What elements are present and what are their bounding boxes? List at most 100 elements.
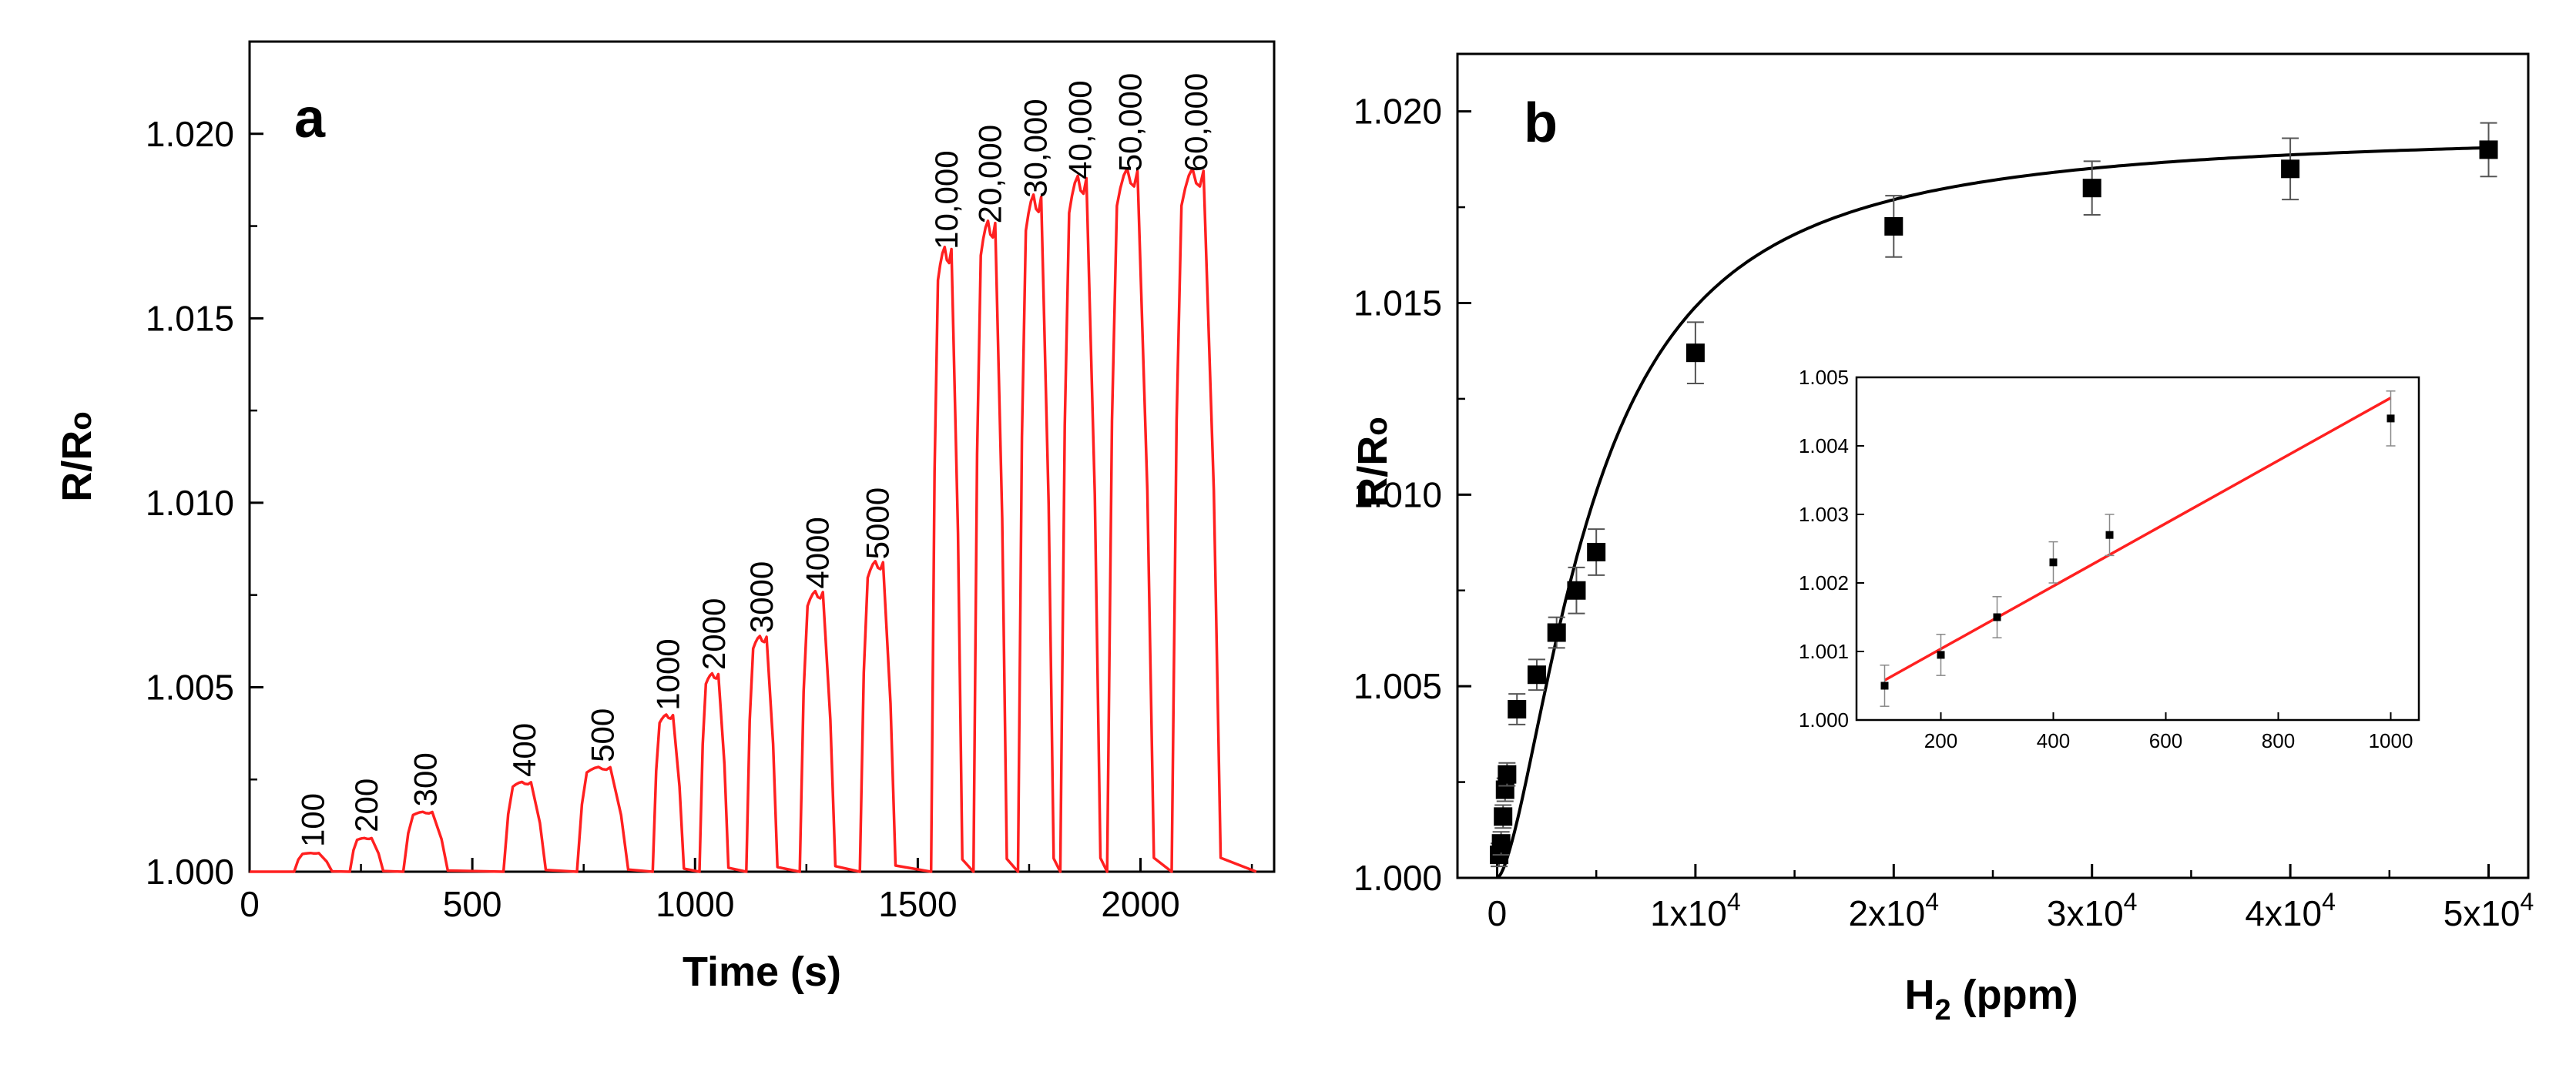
chart-b-data-point xyxy=(1587,542,1606,561)
chart-a-line xyxy=(250,167,1257,873)
chart-b-inset-fit xyxy=(1883,397,2392,682)
chart-a-x-axis-title: Time (s) xyxy=(683,949,841,995)
chart-b-inset-fit-line xyxy=(1883,397,2392,682)
chart-b-inset-x-tick-label: 600 xyxy=(2149,729,2182,752)
chart-b-y-tick-label: 1.000 xyxy=(1353,858,1442,898)
chart-a-y-axis-title-sub: o xyxy=(64,411,98,430)
chart-a-panel-letter: a xyxy=(294,88,326,149)
chart-a-y-tick-label: 1.000 xyxy=(146,852,234,892)
chart-b-x-tick-base: 0 xyxy=(1488,893,1508,933)
chart-b-inset-x-tick-label: 400 xyxy=(2037,729,2070,752)
chart-b-inset-series xyxy=(1880,390,2396,707)
chart-a-x-tick-label: 500 xyxy=(443,884,502,924)
chart-b-inset-y-axis: 1.000 1.001 1.002 1.003 1.004 1.005 xyxy=(1799,366,1864,732)
chart-b-x-tick-base: 1x10 xyxy=(1650,893,1727,933)
chart-b-x-tick-label: 3x104 xyxy=(2047,888,2138,933)
chart-a-data-label: 40,000 xyxy=(1062,80,1098,179)
chart-a: 1.000 1.005 1.010 1.015 1.020 0 500 1000 1500 20… xyxy=(54,40,1276,995)
chart-b-inset-y-tick-label: 1.005 xyxy=(1799,366,1849,389)
chart-a-x-tick-label: 1500 xyxy=(878,884,957,924)
chart-b-inset-data-point xyxy=(1937,651,1945,659)
chart-a-data-label: 2000 xyxy=(696,598,732,670)
chart-a-y-tick-label: 1.005 xyxy=(146,667,234,707)
chart-b-y-axis-title-sub: o xyxy=(1360,417,1394,435)
chart-b-inset-data-point xyxy=(1993,613,2001,621)
chart-a-y-axis: 1.000 1.005 1.010 1.015 1.020 xyxy=(146,114,263,892)
chart-b-x-tick-label: 5x104 xyxy=(2444,888,2534,933)
chart-a-data-label: 60,000 xyxy=(1178,73,1214,172)
chart-a-y-axis-title-main: R/R xyxy=(54,430,100,502)
chart-b-data-point xyxy=(2479,140,2498,159)
chart-b-x-tick-exponent: 4 xyxy=(2322,888,2336,916)
chart-b-x-axis-title: H2 (ppm) xyxy=(1904,972,2078,1026)
chart-b-y-tick-label: 1.010 xyxy=(1353,474,1442,514)
chart-a-y-tick-label: 1.020 xyxy=(146,114,234,154)
chart-b-inset-data-point xyxy=(1880,682,1889,690)
chart-a-data-label: 300 xyxy=(407,752,443,806)
chart-a-y-axis-title: R/Ro xyxy=(54,411,100,501)
chart-b-data-point xyxy=(1494,807,1513,826)
chart-b-data-point xyxy=(1685,343,1705,363)
chart-b-x-tick-exponent: 4 xyxy=(2520,888,2534,916)
chart-b-data-point xyxy=(1527,665,1546,685)
chart-a-y-tick-label: 1.015 xyxy=(146,298,234,338)
chart-b-inset-y-tick-label: 1.004 xyxy=(1799,434,1849,457)
chart-a-peak-labels: 100 200 300 400 500 1000 2000 3000 4000 5000 10,00… xyxy=(294,73,1213,847)
chart-b-inset-x-tick-label: 800 xyxy=(2262,729,2295,752)
chart-a-data-label: 30,000 xyxy=(1018,99,1054,197)
chart-b-data-point xyxy=(2082,179,2101,198)
chart-b-x-axis-title-rest: (ppm) xyxy=(1951,972,2078,1018)
chart-a-plot-frame xyxy=(248,40,1276,873)
chart-b-x-tick-label: 4x104 xyxy=(2245,888,2336,933)
chart-b-y-tick-label: 1.020 xyxy=(1353,92,1442,132)
chart-b-inset-y-tick-label: 1.003 xyxy=(1799,503,1849,526)
chart-a-data-label: 100 xyxy=(294,793,330,847)
chart-b-y-axis: 1.000 1.005 1.010 1.015 1.020 xyxy=(1353,92,1471,898)
chart-b-series xyxy=(1490,122,2498,868)
chart-b-x-tick-exponent: 4 xyxy=(1727,888,1741,916)
chart-a-data-label: 5000 xyxy=(859,487,895,559)
chart-b-x-tick-exponent: 4 xyxy=(1925,888,1939,916)
chart-b-data-point xyxy=(1547,623,1566,642)
chart-b-data-point xyxy=(1567,581,1586,600)
chart-b-data-point xyxy=(2281,159,2300,179)
chart-b-x-tick-label: 2x104 xyxy=(1849,888,1940,933)
chart-b-data-point xyxy=(1498,765,1517,784)
chart-b-data-point xyxy=(1884,216,1903,236)
chart-b-x-tick-label: 1x104 xyxy=(1650,888,1741,933)
chart-b-x-tick-base: 2x10 xyxy=(1849,893,1926,933)
chart-b-x-tick-exponent: 4 xyxy=(2124,888,2138,916)
chart-b-inset-data-point xyxy=(2049,558,2058,567)
chart-b-inset-x-tick-label: 200 xyxy=(1924,729,1957,752)
chart-b-inset-y-tick-label: 1.002 xyxy=(1799,571,1849,594)
chart-b-inset-data-point xyxy=(2386,414,2395,423)
chart-b-panel-letter: b xyxy=(1524,92,1558,154)
chart-a-data-label: 200 xyxy=(348,779,384,832)
chart-b-x-tick-base: 4x10 xyxy=(2245,893,2322,933)
chart-a-data-label: 3000 xyxy=(743,561,780,633)
chart-b-inset-data-point xyxy=(2105,531,2114,539)
chart-a-data-label: 10,000 xyxy=(928,150,964,249)
chart-b-inset-x-tick-label: 1000 xyxy=(2369,729,2413,752)
chart-b-x-axis-title-sub: 2 xyxy=(1934,994,1950,1026)
chart-b-inset-x-axis: 200 400 600 800 1000 xyxy=(1924,712,2413,752)
chart-a-data-label: 20,000 xyxy=(971,125,1008,223)
chart-b-inset-y-tick-label: 1.000 xyxy=(1799,708,1849,732)
chart-b-y-axis-title-main: R/R xyxy=(1350,436,1396,507)
chart-a-y-tick-label: 1.010 xyxy=(146,483,234,523)
chart-b-y-tick-label: 1.015 xyxy=(1353,283,1442,323)
chart-a-data-label: 4000 xyxy=(799,517,835,588)
chart-a-data-label: 1000 xyxy=(650,638,686,710)
chart-b-x-axis-title-main: H xyxy=(1904,972,1934,1018)
chart-b-inset: 1.000 1.001 1.002 1.003 1.004 1.005 200 400 600… xyxy=(1799,366,2420,752)
chart-a-data-label: 400 xyxy=(506,723,542,777)
chart-b-data-point xyxy=(1508,700,1527,719)
chart-a-x-tick-label: 2000 xyxy=(1101,884,1179,924)
chart-b-x-axis: 0 1x104 2x104 3x104 4x104 5x104 xyxy=(1488,864,2534,933)
chart-b-x-tick-base: 3x10 xyxy=(2047,893,2124,933)
chart-b-x-tick-base: 5x10 xyxy=(2444,893,2521,933)
chart-a-x-tick-label: 1000 xyxy=(656,884,734,924)
chart-a-data-label: 500 xyxy=(584,708,620,762)
